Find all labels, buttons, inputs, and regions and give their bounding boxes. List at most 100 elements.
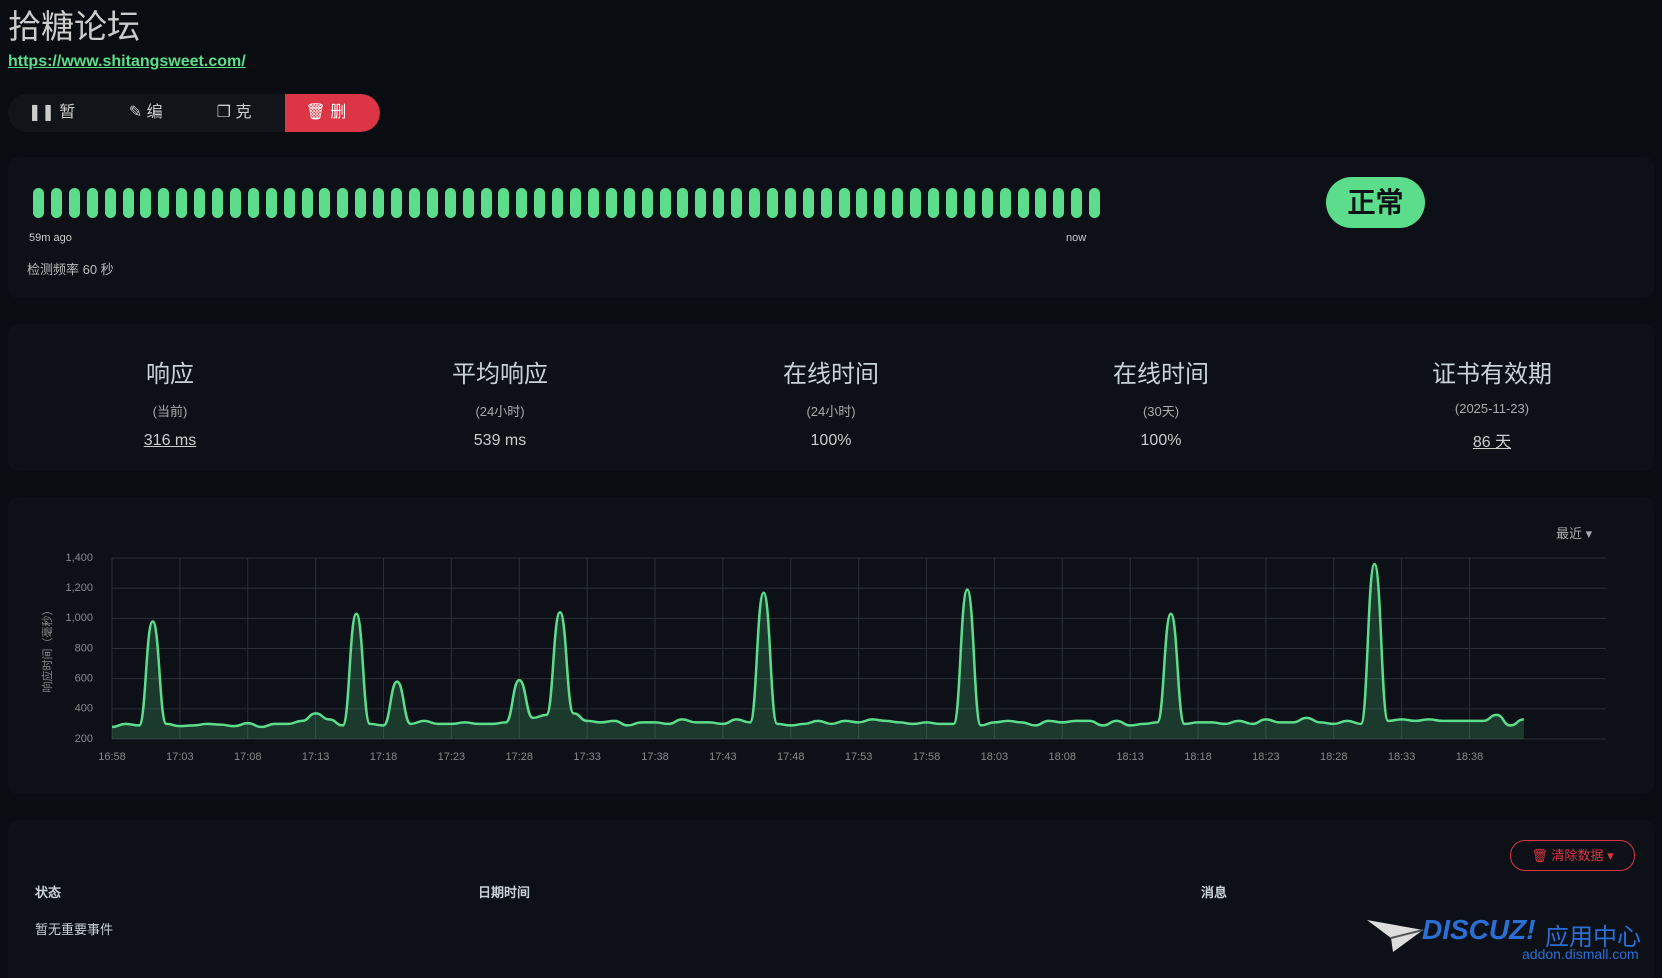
x-tick-label: 18:38 — [1456, 751, 1484, 763]
beat — [480, 188, 492, 218]
x-tick-label: 17:43 — [709, 751, 737, 763]
beat — [605, 188, 617, 218]
x-tick-label: 17:33 — [573, 751, 601, 763]
area — [112, 564, 1524, 739]
button-group: ❚❚ 暂停 ✎ 编辑 ❐ 克隆 🗑 删除 — [8, 94, 380, 132]
beat — [140, 188, 152, 218]
url-link[interactable]: https://www.shitangsweet.com/ — [8, 53, 246, 70]
beat — [784, 188, 796, 218]
beat — [319, 188, 331, 218]
stat-sub: (30天) — [1142, 404, 1180, 419]
clone-button[interactable]: ❐ 克隆 — [197, 94, 286, 132]
stat-sub: (2025-11-23) — [1454, 401, 1530, 416]
beat — [659, 188, 671, 218]
stat-sub: (当前) — [152, 404, 188, 419]
range-label: 最近 — [1556, 526, 1583, 541]
x-tick-label: 17:13 — [302, 751, 330, 763]
beat — [212, 188, 223, 218]
x-tick-label: 18:03 — [981, 751, 1009, 763]
x-tick-label: 18:13 — [1116, 751, 1144, 763]
stat: 响应 (当前) 316 ms — [20, 354, 320, 450]
x-tick-label: 17:08 — [234, 751, 262, 763]
range-select[interactable]: 最近 ▾ — [1556, 526, 1593, 541]
beat — [928, 188, 939, 218]
x-tick-label: 18:23 — [1252, 751, 1280, 763]
beat — [892, 188, 904, 218]
stat-value: 539 ms — [473, 432, 527, 449]
chart-card: 最近 ▾ — [8, 497, 1654, 794]
beat — [999, 188, 1011, 218]
beat — [104, 188, 116, 218]
beat — [498, 188, 510, 218]
beat — [444, 188, 456, 218]
beat — [229, 188, 241, 218]
beat — [910, 188, 922, 218]
x-tick-label: 17:38 — [641, 751, 669, 763]
site: addon.dismall.com — [1522, 946, 1639, 962]
end-label: now — [1066, 232, 1087, 244]
stat-title: 平均响应 — [452, 361, 548, 388]
beat — [766, 188, 778, 218]
beat — [587, 188, 599, 218]
beat — [122, 188, 134, 218]
label: 清除数据 — [1551, 848, 1604, 863]
edit-button[interactable]: ✎ 编辑 — [109, 94, 197, 132]
beat — [408, 188, 420, 218]
x-tick-label: 18:08 — [1049, 751, 1077, 763]
x-tick-label: 17:03 — [166, 751, 194, 763]
page-title: 拾糖论坛 — [8, 8, 140, 45]
beat — [874, 188, 886, 218]
y-tick-label: 400 — [75, 703, 93, 715]
beat — [462, 188, 474, 218]
y-tick-label: 600 — [75, 673, 93, 685]
y-tick-label: 1,200 — [65, 582, 93, 594]
heartbeat-bar — [33, 188, 1101, 218]
x-tick-label: 17:28 — [505, 751, 533, 763]
stat-title: 在线时间 — [783, 361, 879, 388]
stat: 在线时间 (24小时) 100% — [681, 354, 981, 450]
beat — [176, 188, 188, 218]
beat — [945, 188, 957, 218]
beat — [516, 188, 528, 218]
y-tick-label: 800 — [75, 642, 93, 654]
stat-value: 100% — [810, 432, 852, 449]
empty-message: 暂无重要事件 — [35, 922, 114, 937]
status-badge: 正常 — [1326, 177, 1425, 228]
brand-name: 应用中心 — [1545, 924, 1641, 951]
watermark: DISCUZ! 应用中心 addon.dismall.com — [1365, 912, 1655, 962]
beat — [677, 188, 689, 218]
x-tick-label: 17:58 — [913, 751, 941, 763]
stat: 平均响应 (24小时) 539 ms — [350, 354, 650, 450]
stat-value[interactable]: 316 ms — [143, 432, 197, 449]
beat — [158, 188, 170, 218]
beat — [731, 188, 743, 218]
beat — [838, 188, 850, 218]
beat — [373, 188, 385, 218]
beat — [426, 188, 438, 218]
logo-icon — [1367, 920, 1424, 952]
beat — [981, 188, 993, 218]
x-tick-label: 17:18 — [370, 751, 398, 763]
beat — [1035, 188, 1047, 218]
x-tick-label: 17:53 — [845, 751, 873, 763]
y-axis-label: 响应时间（毫秒） — [40, 605, 54, 693]
start-label: 59m ago — [29, 232, 72, 244]
stat-value[interactable]: 86 天 — [1472, 434, 1512, 451]
beat — [1089, 188, 1101, 218]
beat — [68, 188, 80, 218]
beat — [749, 188, 760, 218]
beat — [247, 188, 259, 218]
stat: 在线时间 (30天) 100% — [1011, 354, 1311, 450]
beat — [337, 188, 349, 218]
label: 暂停 — [59, 104, 76, 121]
beat — [534, 188, 546, 218]
beat — [802, 188, 814, 218]
delete-button[interactable]: 🗑 删除 — [285, 94, 380, 132]
clear-button[interactable]: 🗑 清除数据 ▾ — [1510, 840, 1635, 871]
pause-button[interactable]: ❚❚ 暂停 — [8, 94, 109, 132]
beat — [1071, 188, 1083, 218]
stat-title: 响应 — [146, 361, 194, 388]
beat — [33, 188, 44, 218]
y-tick-label: 200 — [75, 733, 93, 745]
